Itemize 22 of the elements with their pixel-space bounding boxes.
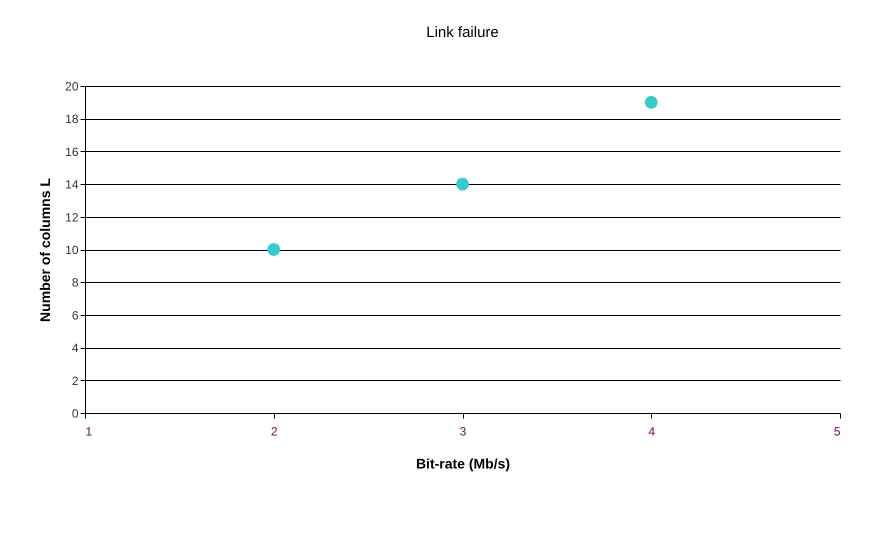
- y-tick-label: 4: [72, 341, 79, 356]
- y-tick-label: 14: [65, 178, 79, 192]
- y-tick-label: 6: [72, 308, 79, 322]
- y-tick-label: 18: [65, 112, 79, 126]
- x-tick-label: 2: [270, 424, 278, 438]
- y-tick-label: 16: [65, 144, 79, 159]
- point: [644, 96, 658, 109]
- point: [456, 178, 469, 190]
- x-axis-title: Bit-rate (Mb/s): [416, 456, 510, 472]
- x-tick-label: 4: [648, 424, 656, 438]
- chart-title: Link failure: [426, 24, 499, 41]
- x-tick-label: 1: [86, 424, 92, 438]
- x-tick-label: 5: [834, 424, 841, 438]
- point: [267, 243, 280, 256]
- y-tick-label: 0: [72, 406, 79, 420]
- y-tick-label: 8: [72, 276, 79, 290]
- y-tick-label: 12: [65, 210, 79, 224]
- y-tick-label: 20: [65, 80, 79, 94]
- y-axis-title: Number of columns L: [37, 178, 54, 322]
- y-tick-label: 10: [65, 243, 79, 257]
- y-tick-label: 2: [72, 374, 79, 388]
- x-tick-label: 3: [460, 424, 467, 438]
